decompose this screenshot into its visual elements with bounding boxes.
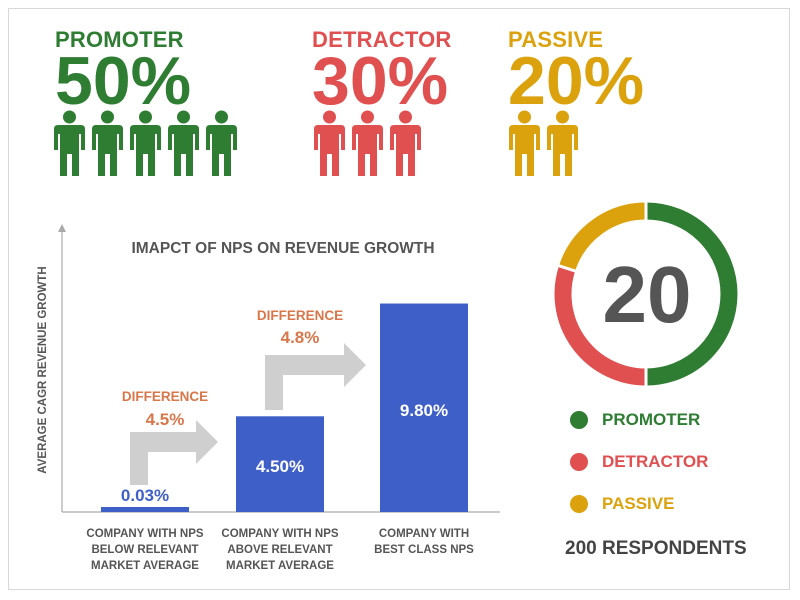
donut-separator bbox=[557, 263, 578, 273]
promoter-label: PROMOTER bbox=[55, 27, 184, 52]
category-label: ABOVE RELEVANT bbox=[227, 544, 332, 556]
legend-label: DETRACTOR bbox=[602, 452, 709, 471]
y-axis-arrow bbox=[58, 224, 66, 232]
person-icon bbox=[168, 110, 199, 176]
y-axis-label: AVERAGE CAGR REVENUE GROWTH bbox=[37, 266, 49, 473]
legend-item: DETRACTOR bbox=[570, 452, 708, 472]
difference-value: 4.8% bbox=[281, 328, 320, 347]
chart-title: IMAPCT OF NPS ON REVENUE GROWTH bbox=[131, 240, 434, 257]
category-label: COMPANY WITH NPS bbox=[221, 528, 338, 540]
detractor-percent: 30% bbox=[312, 43, 449, 119]
bar-value-label: 4.50% bbox=[256, 457, 304, 476]
donut-segment bbox=[554, 265, 647, 386]
passive-stat: PASSIVE 20% bbox=[508, 27, 645, 119]
bar bbox=[101, 507, 189, 512]
detractor-people-icons bbox=[313, 110, 422, 178]
legend-label: PROMOTER bbox=[602, 410, 701, 429]
legend-dot bbox=[570, 453, 588, 471]
donut-legend: PROMOTER DETRACTOR PASSIVE bbox=[570, 410, 708, 536]
person-icon bbox=[314, 110, 345, 176]
category-label: MARKET AVERAGE bbox=[226, 560, 334, 572]
legend-item: PROMOTER bbox=[570, 410, 708, 430]
person-icon bbox=[54, 110, 85, 176]
person-icon bbox=[130, 110, 161, 176]
person-icon bbox=[509, 110, 540, 176]
bar bbox=[380, 303, 468, 512]
difference-arrow bbox=[130, 420, 218, 485]
detractor-label: DETRACTOR bbox=[312, 27, 452, 52]
detractor-stat: DETRACTOR 30% bbox=[312, 27, 452, 119]
promoter-stat: PROMOTER 50% bbox=[55, 27, 192, 119]
category-label: MARKET AVERAGE bbox=[91, 560, 199, 572]
nps-score: 20 bbox=[602, 250, 692, 339]
respondents-count: 200 RESPONDENTS bbox=[565, 538, 747, 559]
person-icon bbox=[206, 110, 237, 176]
category-label: BELOW RELEVANT bbox=[91, 544, 198, 556]
donut-segment bbox=[558, 202, 647, 272]
promoter-people-icons bbox=[53, 110, 238, 178]
passive-label: PASSIVE bbox=[508, 27, 604, 52]
passive-percent: 20% bbox=[508, 43, 645, 119]
difference-title: DIFFERENCE bbox=[122, 389, 208, 404]
person-icon bbox=[92, 110, 123, 176]
promoter-percent: 50% bbox=[55, 43, 192, 119]
difference-arrow bbox=[265, 343, 366, 410]
difference-title: DIFFERENCE bbox=[257, 308, 343, 323]
legend-dot bbox=[570, 411, 588, 429]
person-icon bbox=[390, 110, 421, 176]
person-icon bbox=[352, 110, 383, 176]
passive-people-icons bbox=[508, 110, 579, 178]
legend-label: PASSIVE bbox=[602, 494, 675, 513]
legend-dot bbox=[570, 495, 588, 513]
person-icon bbox=[547, 110, 578, 176]
category-label: COMPANY WITH bbox=[379, 528, 469, 540]
donut-segment bbox=[645, 202, 738, 386]
bar bbox=[236, 416, 324, 512]
legend-item: PASSIVE bbox=[570, 494, 708, 514]
bar-value-label: 0.03% bbox=[121, 486, 169, 505]
bar-value-label: 9.80% bbox=[400, 401, 448, 420]
category-label: COMPANY WITH NPS bbox=[86, 528, 203, 540]
category-label: BEST CLASS NPS bbox=[374, 544, 474, 556]
difference-value: 4.5% bbox=[146, 410, 185, 429]
